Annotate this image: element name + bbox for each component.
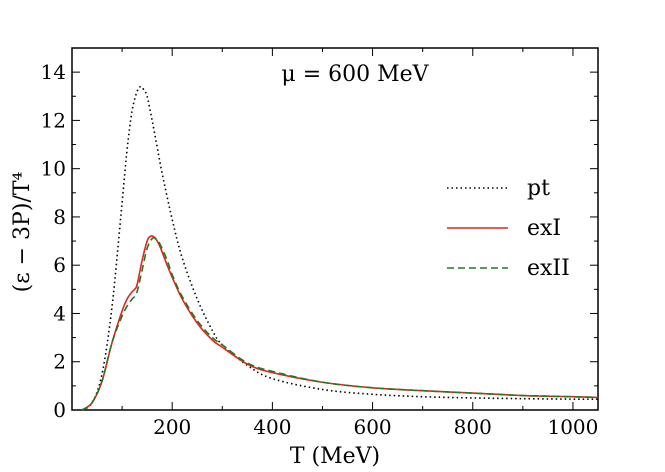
annotation-mu: μ = 600 MeV xyxy=(281,62,429,87)
x-tick-label: 1000 xyxy=(547,415,598,439)
x-tick-label: 200 xyxy=(153,415,191,439)
plot-frame xyxy=(71,47,599,411)
y-tick-label: 12 xyxy=(41,108,66,132)
y-tick-label: 0 xyxy=(53,398,66,422)
series-line-exII xyxy=(81,236,599,411)
x-tick-label: 600 xyxy=(353,415,391,439)
legend-label-exI: exI xyxy=(527,216,561,241)
legend-label-pt: pt xyxy=(527,176,550,201)
x-tick-label: 800 xyxy=(454,415,492,439)
y-tick-label: 10 xyxy=(41,157,66,181)
legend: pt exI exII xyxy=(447,176,570,281)
x-axis-title: T (MeV) xyxy=(290,444,380,469)
y-tick-label: 6 xyxy=(53,253,66,277)
y-tick-label: 4 xyxy=(53,301,66,325)
y-tick-label: 14 xyxy=(41,60,66,84)
y-axis-title: (ε − 3P)/T⁴ xyxy=(10,171,35,292)
legend-label-exII: exII xyxy=(527,256,570,281)
x-tick-label: 400 xyxy=(253,415,291,439)
series-line-exI xyxy=(81,235,599,411)
y-tick-label: 2 xyxy=(53,350,66,374)
y-tick-label: 8 xyxy=(53,205,66,229)
series-line-pt xyxy=(81,85,599,411)
